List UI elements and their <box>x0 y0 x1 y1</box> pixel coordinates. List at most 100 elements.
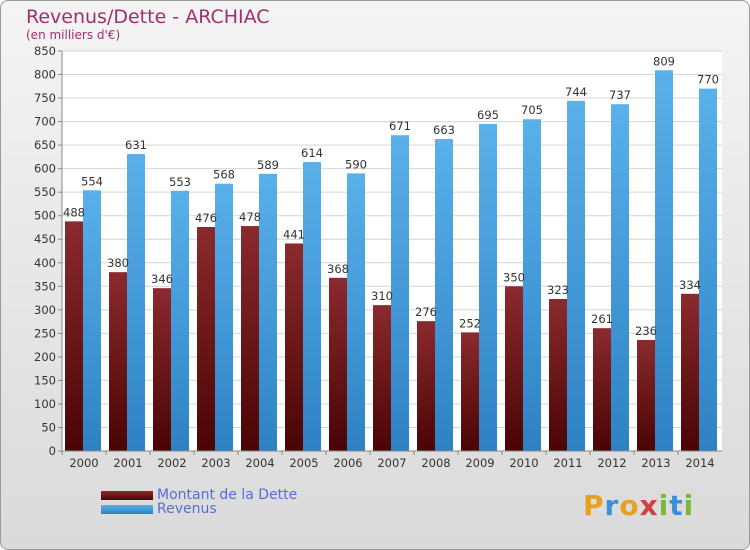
bar-dette-2007 <box>373 305 391 451</box>
y-tick-label: 200 <box>34 350 56 364</box>
logo-letter: x <box>639 489 659 522</box>
bar-dette-2008 <box>417 321 435 451</box>
data-label-revenus-2012: 737 <box>609 88 631 102</box>
logo-letter: r <box>604 489 620 522</box>
data-label-revenus-2001: 631 <box>125 138 147 152</box>
y-tick-label: 50 <box>41 420 56 434</box>
bar-dette-2010 <box>505 286 523 451</box>
data-label-revenus-2014: 770 <box>697 73 719 87</box>
data-label-dette-2001: 380 <box>107 256 129 270</box>
x-tick-label-2005: 2005 <box>289 456 318 470</box>
data-label-dette-2004: 478 <box>239 210 261 224</box>
data-label-dette-2009: 252 <box>459 316 481 330</box>
legend-swatch-dette <box>101 490 153 500</box>
data-label-dette-2011: 323 <box>547 283 569 297</box>
data-label-revenus-2013: 809 <box>653 54 675 68</box>
data-label-dette-2003: 476 <box>195 211 217 225</box>
data-label-dette-2006: 368 <box>327 262 349 276</box>
legend-item-revenus: Revenus <box>101 502 217 516</box>
data-label-dette-2012: 261 <box>591 312 613 326</box>
data-label-dette-2005: 441 <box>283 227 305 241</box>
x-tick-label-2002: 2002 <box>157 456 186 470</box>
bar-dette-2002 <box>153 288 171 451</box>
legend-label-dette: Montant de la Dette <box>157 487 298 503</box>
y-tick-label: 150 <box>34 373 56 387</box>
logo-letter: P <box>583 489 605 522</box>
x-tick-label-2001: 2001 <box>113 456 142 470</box>
x-tick-label-2003: 2003 <box>201 456 230 470</box>
data-label-dette-2000: 488 <box>63 205 85 219</box>
data-label-revenus-2005: 614 <box>301 146 323 160</box>
y-tick-label: 450 <box>34 232 56 246</box>
data-label-dette-2010: 350 <box>503 270 525 284</box>
y-tick-label: 550 <box>34 185 56 199</box>
bar-dette-2000 <box>65 221 83 451</box>
chart-title: Revenus/Dette - ARCHIAC <box>26 6 270 28</box>
bar-revenus-2013 <box>655 70 673 451</box>
data-label-revenus-2000: 554 <box>81 174 103 188</box>
y-tick-label: 750 <box>34 91 56 105</box>
data-label-dette-2013: 236 <box>635 324 657 338</box>
bar-dette-2004 <box>241 226 259 451</box>
y-tick-label: 850 <box>34 44 56 58</box>
data-label-revenus-2008: 663 <box>433 123 455 137</box>
data-label-revenus-2004: 589 <box>257 158 279 172</box>
x-tick-label-2009: 2009 <box>465 456 494 470</box>
data-label-dette-2002: 346 <box>151 272 173 286</box>
legend-label-revenus: Revenus <box>157 501 217 517</box>
bar-revenus-2001 <box>127 154 145 451</box>
bar-revenus-2003 <box>215 183 233 452</box>
bar-dette-2012 <box>593 328 611 451</box>
y-tick-label: 0 <box>49 444 56 458</box>
bar-revenus-2011 <box>567 100 585 451</box>
x-tick-label-2006: 2006 <box>333 456 362 470</box>
bar-revenus-2012 <box>611 104 629 452</box>
bar-revenus-2008 <box>435 139 453 451</box>
bar-dette-2005 <box>285 243 303 451</box>
data-label-revenus-2002: 553 <box>169 175 191 189</box>
x-tick-label-2004: 2004 <box>245 456 274 470</box>
logo-letter: t <box>669 489 684 522</box>
y-tick-label: 600 <box>34 162 56 176</box>
x-tick-label-2013: 2013 <box>641 456 670 470</box>
bar-dette-2014 <box>681 293 699 451</box>
legend-swatch-revenus <box>101 504 153 514</box>
bar-revenus-2000 <box>83 190 101 451</box>
x-tick-label-2010: 2010 <box>509 456 538 470</box>
x-tick-label-2014: 2014 <box>685 456 714 470</box>
data-label-dette-2008: 276 <box>415 305 437 319</box>
x-tick-label-2008: 2008 <box>421 456 450 470</box>
data-label-dette-2007: 310 <box>371 289 393 303</box>
bar-revenus-2014 <box>699 88 717 451</box>
bar-revenus-2005 <box>303 162 321 451</box>
x-tick-label-2011: 2011 <box>553 456 582 470</box>
bar-revenus-2007 <box>391 135 409 451</box>
data-label-revenus-2003: 568 <box>213 168 235 182</box>
y-tick-label: 700 <box>34 115 56 129</box>
data-label-revenus-2011: 744 <box>565 85 587 99</box>
data-label-dette-2014: 334 <box>679 278 701 292</box>
bar-revenus-2004 <box>259 173 277 451</box>
data-label-revenus-2009: 695 <box>477 108 499 122</box>
x-tick-label-2000: 2000 <box>69 456 98 470</box>
y-tick-label: 500 <box>34 209 56 223</box>
y-tick-label: 800 <box>34 68 56 82</box>
x-tick-label-2012: 2012 <box>597 456 626 470</box>
chart-subtitle: (en milliers d'€) <box>26 28 121 42</box>
data-label-revenus-2007: 671 <box>389 119 411 133</box>
bar-revenus-2010 <box>523 119 541 451</box>
y-tick-label: 250 <box>34 326 56 340</box>
bar-dette-2003 <box>197 227 215 451</box>
legend-item-dette: Montant de la Dette <box>101 488 297 502</box>
bar-dette-2013 <box>637 339 655 451</box>
bar-dette-2011 <box>549 299 567 451</box>
data-label-revenus-2006: 590 <box>345 157 367 171</box>
bar-dette-2009 <box>461 332 479 451</box>
data-label-revenus-2010: 705 <box>521 103 543 117</box>
x-tick-label-2007: 2007 <box>377 456 406 470</box>
bar-dette-2001 <box>109 272 127 451</box>
logo-letter: i <box>658 489 670 522</box>
y-tick-label: 400 <box>34 256 56 270</box>
bar-revenus-2002 <box>171 190 189 451</box>
